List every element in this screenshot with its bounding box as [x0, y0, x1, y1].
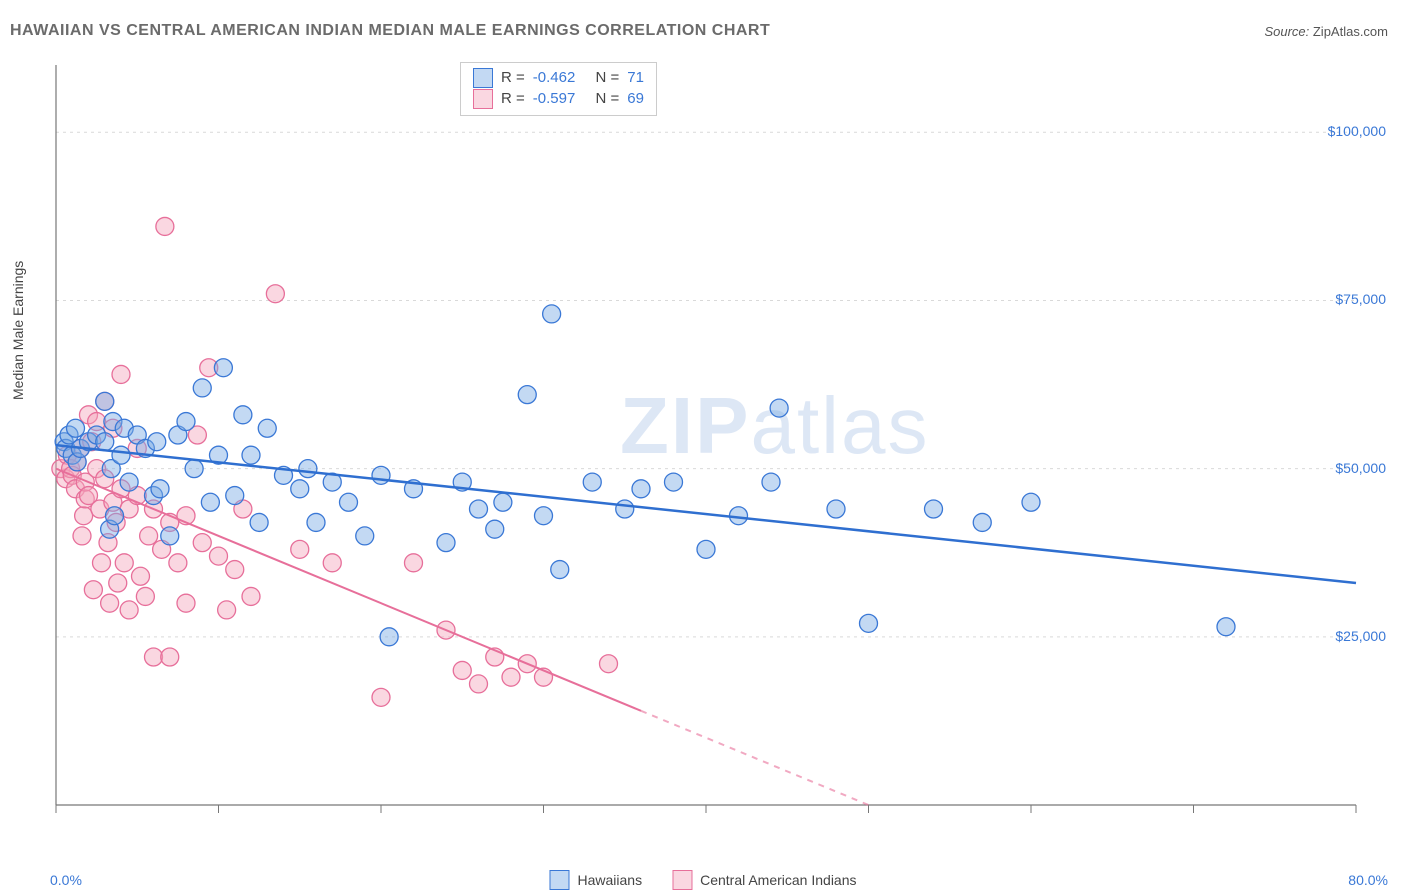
legend-swatch-icon: [672, 870, 692, 890]
x-max-label: 80.0%: [1348, 872, 1388, 888]
scatter-plot-svg: [50, 55, 1370, 825]
y-tick-label: $25,000: [1335, 628, 1386, 644]
correlation-row: R = -0.462 N = 71: [473, 67, 644, 88]
n-label: N =: [595, 67, 619, 88]
y-tick-label: $75,000: [1335, 291, 1386, 307]
legend-swatch-icon: [549, 870, 569, 890]
legend-label: Hawaiians: [577, 872, 642, 888]
source-attribution: Source: ZipAtlas.com: [1264, 24, 1388, 39]
chart-container: HAWAIIAN VS CENTRAL AMERICAN INDIAN MEDI…: [0, 0, 1406, 892]
source-name: ZipAtlas.com: [1313, 24, 1388, 39]
n-value: 69: [627, 88, 644, 109]
r-label: R =: [501, 67, 525, 88]
chart-title: HAWAIIAN VS CENTRAL AMERICAN INDIAN MEDI…: [10, 22, 770, 40]
bottom-legend: Hawaiians Central American Indians: [549, 870, 856, 890]
x-min-label: 0.0%: [50, 872, 82, 888]
correlation-box: R = -0.462 N = 71 R = -0.597 N = 69: [460, 62, 657, 116]
legend-item-hawaiians[interactable]: Hawaiians: [549, 870, 642, 890]
chart-area: [50, 55, 1370, 825]
r-label: R =: [501, 88, 525, 109]
correlation-row: R = -0.597 N = 69: [473, 88, 644, 109]
y-tick-label: $100,000: [1328, 123, 1386, 139]
corr-swatch-icon: [473, 89, 493, 109]
source-prefix: Source:: [1264, 24, 1312, 39]
n-value: 71: [627, 67, 644, 88]
y-axis-label: Median Male Earnings: [10, 261, 26, 400]
r-value: -0.597: [533, 88, 576, 109]
legend-item-central-american-indians[interactable]: Central American Indians: [672, 870, 856, 890]
n-label: N =: [595, 88, 619, 109]
y-tick-label: $50,000: [1335, 460, 1386, 476]
corr-swatch-icon: [473, 68, 493, 88]
legend-label: Central American Indians: [700, 872, 856, 888]
r-value: -0.462: [533, 67, 576, 88]
